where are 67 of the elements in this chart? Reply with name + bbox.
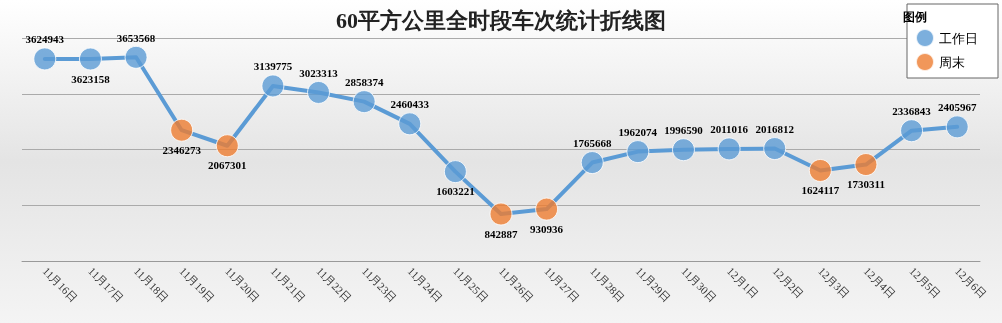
data-label: 1603221 <box>436 185 475 198</box>
data-label: 1996590 <box>664 124 704 137</box>
x-tick-label: 11月17日 <box>86 264 126 305</box>
data-label: 2405967 <box>937 101 977 114</box>
point <box>580 151 604 175</box>
point <box>124 45 148 69</box>
x-tick-label: 11月27日 <box>542 264 582 305</box>
data-label: 3624943 <box>25 33 65 46</box>
x-tick-label: 11月19日 <box>177 264 217 305</box>
data-label: 930936 <box>530 222 564 235</box>
x-tick-label: 11月23日 <box>359 264 400 305</box>
x-tick-label: 12月5日 <box>907 264 944 301</box>
data-label: 2336843 <box>892 105 932 118</box>
data-label: 3139775 <box>253 60 293 73</box>
x-tick-label: 11月30日 <box>679 264 719 305</box>
legend-label: 周末 <box>939 54 965 70</box>
data-label: 2067301 <box>208 159 247 172</box>
point <box>672 138 695 162</box>
data-label: 1962074 <box>618 126 658 139</box>
point <box>443 160 467 184</box>
x-tick-label: 12月1日 <box>724 264 761 301</box>
data-label: 1765668 <box>572 137 612 150</box>
point <box>854 153 878 177</box>
data-label: 2011016 <box>710 123 749 136</box>
point <box>307 80 331 104</box>
data-label: 2346273 <box>162 143 202 156</box>
x-tick-label: 11月24日 <box>405 264 445 305</box>
x-tick-label: 11月22日 <box>314 264 354 305</box>
x-tick-label: 11月20日 <box>223 264 263 305</box>
x-tick-label: 11月18日 <box>131 264 172 305</box>
legend-label: 工作日 <box>939 30 978 46</box>
x-tick-label: 12月4日 <box>861 264 898 301</box>
x-tick-label: 12月6日 <box>952 264 989 301</box>
point <box>626 140 650 164</box>
point <box>763 137 787 161</box>
x-tick-label: 11月29日 <box>633 264 673 305</box>
x-tick-label: 11月16日 <box>40 264 80 305</box>
x-tick-label: 12月3日 <box>816 264 852 301</box>
point <box>352 90 376 114</box>
chart-title: 60平方公里全时段车次统计折线图 <box>336 7 666 33</box>
point <box>900 119 924 143</box>
data-label: 2016812 <box>755 123 795 136</box>
x-tick-label: 12月2日 <box>770 264 807 301</box>
point <box>215 134 239 158</box>
data-label: 2460433 <box>390 98 430 111</box>
point <box>398 112 422 136</box>
x-tick-label: 11月21日 <box>268 264 308 305</box>
x-tick-label: 11月25日 <box>451 264 491 305</box>
data-label: 2858374 <box>344 76 384 89</box>
point <box>945 115 969 139</box>
data-label: 3623158 <box>71 72 111 85</box>
point <box>808 158 832 182</box>
data-label: 1624117 <box>801 183 840 196</box>
point <box>78 47 102 71</box>
point <box>717 137 741 161</box>
x-tick-label: 11月28日 <box>588 264 628 305</box>
data-label: 1730311 <box>847 178 885 191</box>
point <box>170 118 194 142</box>
data-label: 842887 <box>484 227 518 240</box>
point <box>489 202 513 226</box>
point <box>33 47 57 71</box>
x-tick-label: 11月26日 <box>496 264 537 305</box>
data-label: 3653568 <box>116 31 156 44</box>
legend-title: 图例 <box>903 10 927 24</box>
data-label: 3023313 <box>299 66 339 79</box>
point <box>261 74 285 98</box>
point <box>535 197 559 221</box>
